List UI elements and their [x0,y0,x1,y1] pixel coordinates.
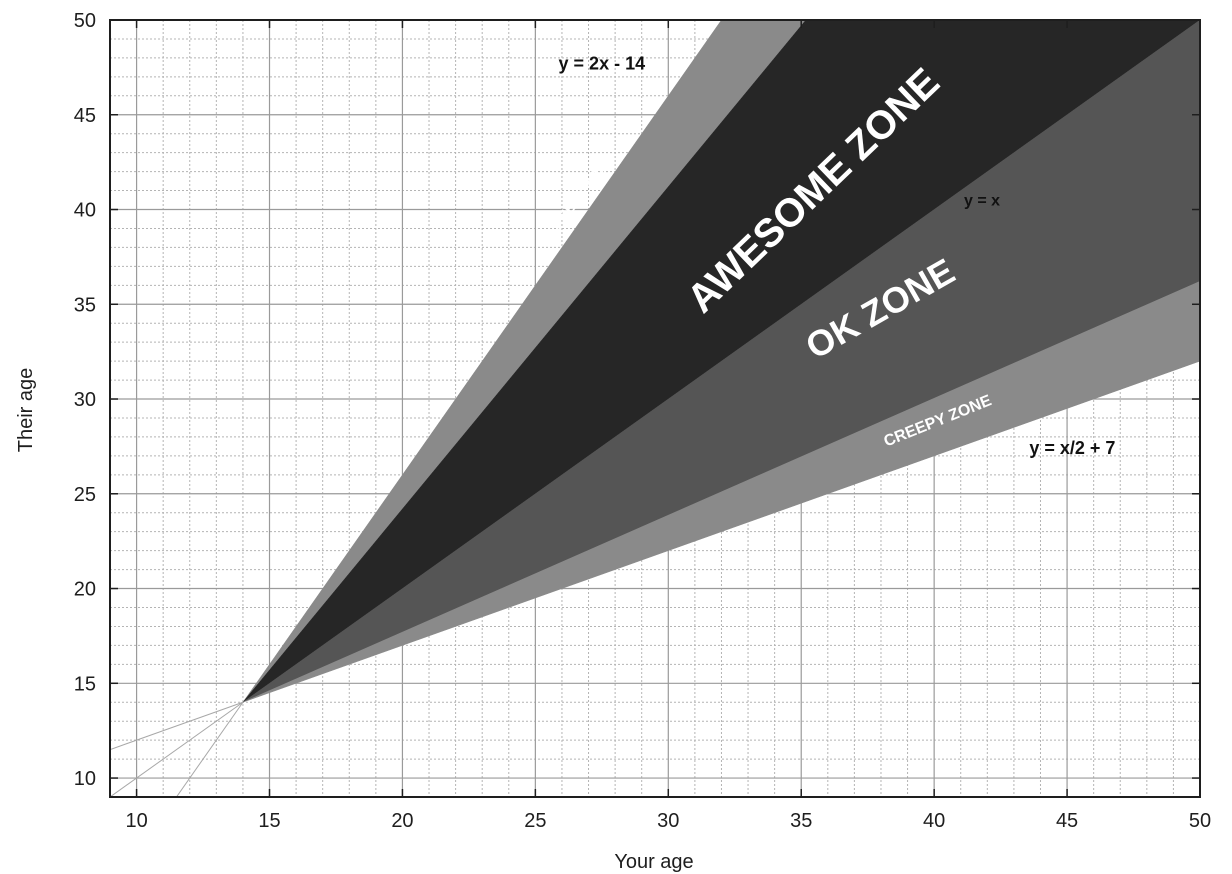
equation-label-lower: y = x/2 + 7 [1029,438,1115,458]
y-tick-label: 15 [74,673,96,695]
plot-frame [109,19,1201,798]
guide-lines [110,701,244,797]
y-tick-label: 10 [74,768,96,790]
x-tick-label: 35 [790,810,812,832]
y-tick-label: 20 [74,579,96,601]
x-axis-label: Your age [614,851,693,873]
y-tick-label: 35 [74,294,96,316]
x-tick-label: 40 [923,810,945,832]
x-tick-label: 50 [1189,810,1211,832]
x-tick-label: 10 [125,810,147,832]
y-tick-label: 30 [74,389,96,411]
y-tick-label: 25 [74,484,96,506]
x-tick-label: 45 [1056,810,1078,832]
equation-label-diagonal: y = x [964,193,1000,210]
x-tick-label: 25 [524,810,546,832]
ticks [110,19,1201,797]
x-tick-label: 20 [391,810,413,832]
y-axis-label: Their age [15,368,37,453]
y-tick-label: 40 [74,200,96,222]
x-tick-label: 15 [258,810,280,832]
zones [242,20,1200,703]
x-tick-labels: 10 15 20 25 30 35 40 45 50 [125,810,1211,832]
equation-labels: y = 2x - 14 y = x y = x/2 + 7 [559,53,1116,458]
zone-creepy-lower [242,281,1200,703]
y-tick-labels: 10 15 20 25 30 35 40 45 50 [74,10,96,790]
equation-label-upper: y = 2x - 14 [559,53,646,73]
guide-line-1 [110,701,244,797]
y-tick-label: 50 [74,10,96,32]
guide-line-0 [176,701,244,797]
y-tick-label: 45 [74,105,96,127]
guide-line-2 [110,701,244,751]
x-tick-label: 30 [657,810,679,832]
